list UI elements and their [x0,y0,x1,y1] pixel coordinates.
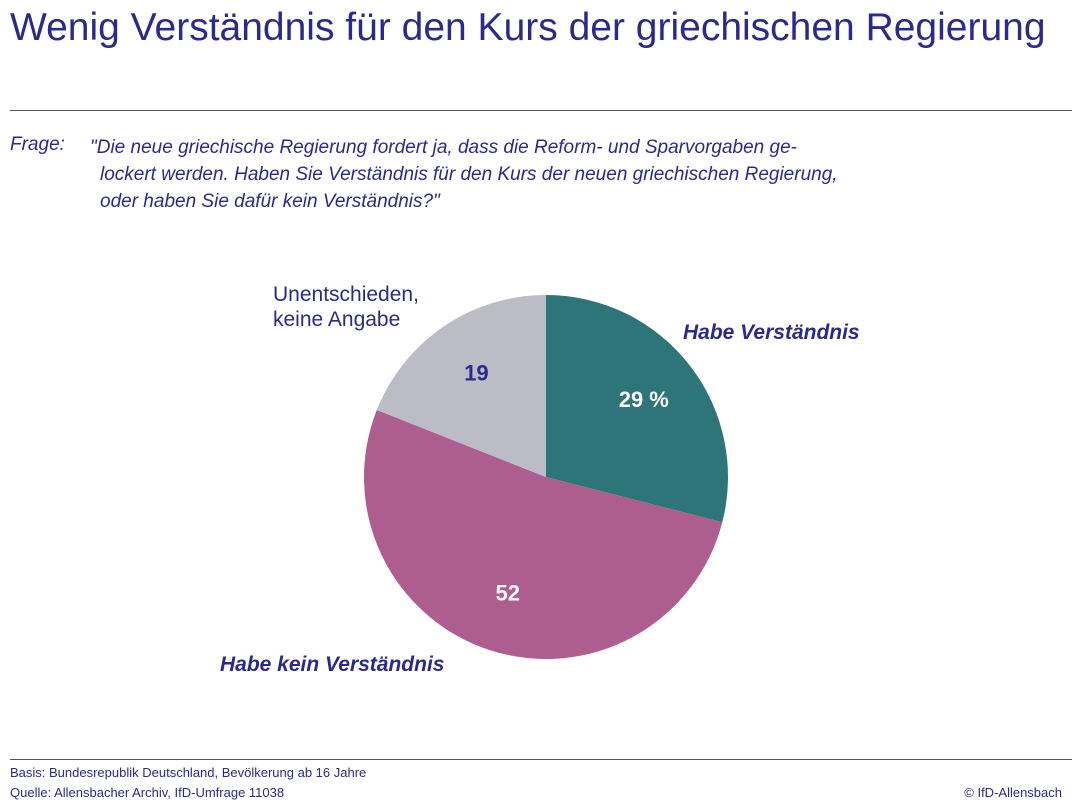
value-label: 19 [464,360,488,385]
copyright: © IfD-Allensbach [964,785,1062,800]
pie-slice [546,295,728,523]
title-rule [10,110,1072,111]
basis: Basis: Bundesrepublik Deutschland, Bevöl… [10,765,367,780]
category-label: Habe kein Verständnis [220,653,445,676]
category-label: Habe Verständnis [683,321,860,344]
chart-title: Wenig Verständnis für den Kurs der griec… [10,6,1046,49]
question-line: "Die neue griechische Regierung fordert … [90,137,797,158]
question-label: Frage: [10,134,65,155]
value-label: 29 % [619,387,669,412]
pie-slice [376,295,546,477]
value-label: 52 [496,581,520,606]
question-line: oder haben Sie dafür kein Verständnis?" [100,191,440,212]
source: Quelle: Allensbacher Archiv, IfD-Umfrage… [10,785,285,800]
question: "Die neue griechische Regierung fordert … [90,134,1050,215]
category-label: Unentschieden, keine Angabe [273,283,419,331]
footer-rule [10,759,1072,760]
question-line: lockert werden. Haben Sie Verständnis fü… [100,164,838,185]
pie-slice [364,410,723,659]
